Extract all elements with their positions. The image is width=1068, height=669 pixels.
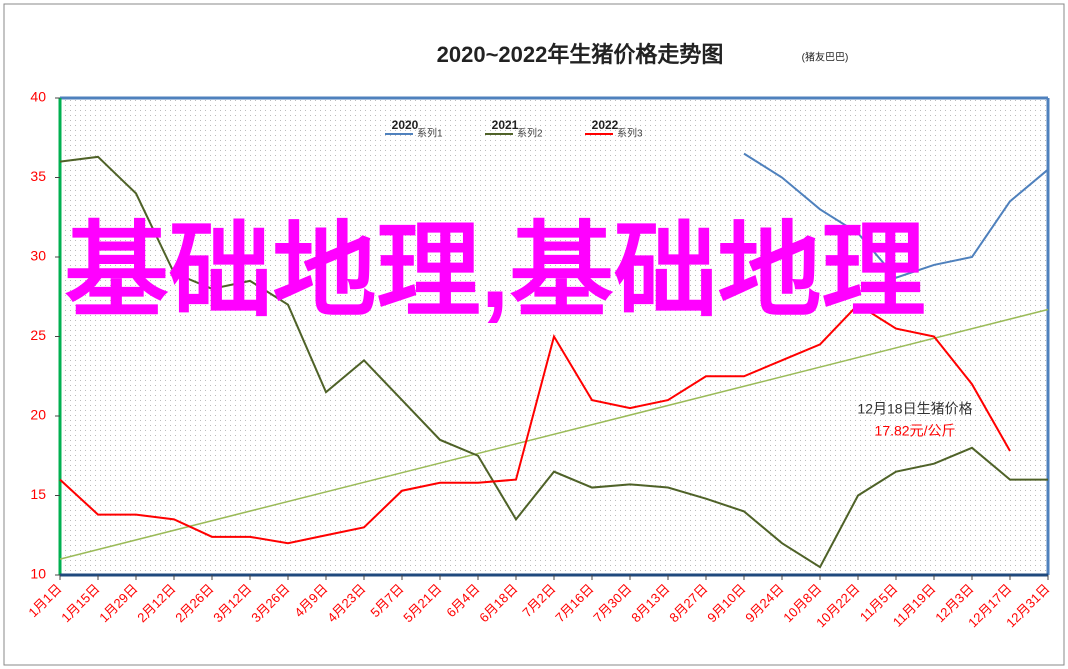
legend-name: 2021 — [492, 118, 519, 132]
annotation-title: 12月18日生猪价格 — [857, 401, 972, 417]
legend-name: 2020 — [392, 118, 419, 132]
series-line — [59, 155, 1048, 569]
series-line — [743, 152, 1049, 279]
y-tick-label: 20 — [30, 407, 46, 423]
y-tick-label: 30 — [30, 248, 46, 264]
y-tick-label: 35 — [30, 168, 46, 184]
y-tick-label: 40 — [30, 89, 46, 105]
legend-label: 系列2 — [517, 127, 543, 140]
legend-label: 系列3 — [617, 127, 643, 140]
y-tick-label: 10 — [30, 566, 46, 582]
trendline — [59, 308, 1049, 560]
y-tick-label: 25 — [30, 327, 46, 343]
annotation-value: 17.82元/公斤 — [875, 423, 956, 439]
legend-label: 系列1 — [417, 127, 443, 140]
series-line — [59, 303, 1011, 545]
chart-subtitle: (猪友巴巴) — [802, 51, 849, 64]
overlay-text: 基础地理,基础地理 — [64, 214, 926, 330]
chart-title: 2020~2022年生猪价格走势图 — [437, 42, 724, 67]
legend-name: 2022 — [592, 118, 619, 132]
y-tick-label: 15 — [30, 486, 46, 502]
